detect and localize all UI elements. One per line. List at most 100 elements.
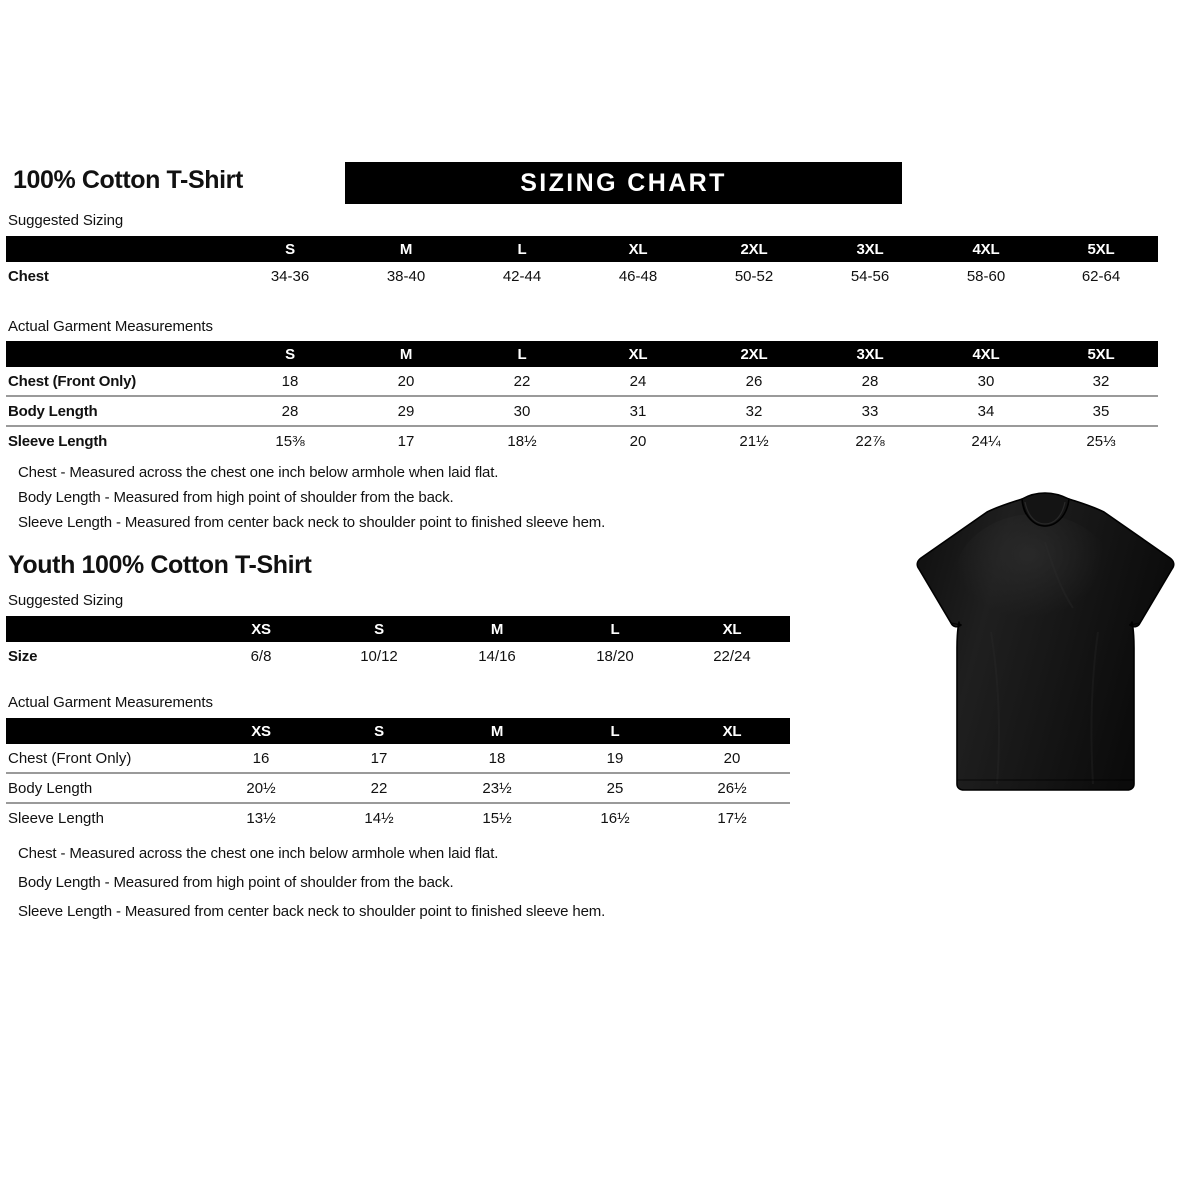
table-row: Chest (Front Only) 18 20 22 24 26 28 30 … bbox=[6, 367, 1158, 396]
cell-chestfront-3xl: 28 bbox=[861, 372, 879, 390]
col-head-m: M bbox=[490, 620, 504, 638]
adult-suggested-sizing-label: Suggested Sizing bbox=[8, 212, 124, 229]
cell-sleevelength-3xl: 22⅞ bbox=[812, 425, 928, 455]
adult-actual-measurements-label: Actual Garment Measurements bbox=[8, 318, 213, 335]
cell-bodylength-s: 22 bbox=[320, 772, 438, 803]
cell-size-xl: 22/24 bbox=[713, 647, 751, 665]
youth-suggested-sizing-label: Suggested Sizing bbox=[8, 592, 124, 609]
cell-sleevelength-s: 14½ bbox=[320, 802, 438, 832]
table-row: Body Length 28 29 30 31 32 33 34 35 bbox=[6, 395, 1158, 426]
sizing-chart-banner-label: SIZING CHART bbox=[520, 169, 727, 197]
cell-chestfront-2xl: 26 bbox=[745, 372, 763, 390]
cell-chestfront-xl: 24 bbox=[629, 372, 647, 390]
cell-chest-m: 38-40 bbox=[386, 267, 426, 285]
table-header-row: S M L XL 2XL 3XL 4XL 5XL bbox=[6, 341, 1158, 367]
col-head-l: L bbox=[517, 345, 527, 363]
col-head-m: M bbox=[399, 345, 413, 363]
youth-note-sleeve-length: Sleeve Length - Measured from center bac… bbox=[18, 903, 606, 920]
adult-note-chest: Chest - Measured across the chest one in… bbox=[18, 464, 499, 481]
sizing-chart-banner: SIZING CHART bbox=[345, 162, 902, 204]
youth-section-heading: Youth 100% Cotton T-Shirt bbox=[8, 551, 312, 579]
col-head-blank bbox=[6, 236, 232, 262]
table-row: Chest (Front Only) 16 17 18 19 20 bbox=[6, 744, 790, 773]
adult-note-sleeve-length: Sleeve Length - Measured from center bac… bbox=[18, 514, 606, 531]
col-head-s: S bbox=[285, 345, 295, 363]
col-head-3xl: 3XL bbox=[856, 345, 884, 363]
col-head-blank bbox=[6, 718, 202, 744]
tshirt-icon bbox=[916, 492, 1175, 791]
cell-bodylength-5xl: 35 bbox=[1044, 395, 1158, 426]
row-label-size: Size bbox=[8, 647, 38, 665]
cell-chest-3xl: 54-56 bbox=[850, 267, 890, 285]
col-head-xl: XL bbox=[628, 345, 648, 363]
col-head-4xl: 4XL bbox=[972, 345, 1000, 363]
table-header-row: XS S M L XL bbox=[6, 718, 790, 744]
col-head-2xl: 2XL bbox=[740, 345, 768, 363]
col-head-xs: XS bbox=[251, 620, 271, 638]
cell-chestfront-l: 22 bbox=[513, 372, 531, 390]
cell-chestfront-s: 18 bbox=[281, 372, 299, 390]
col-head-m: M bbox=[490, 722, 504, 740]
cell-sleevelength-xl: 17½ bbox=[674, 802, 790, 832]
col-head-4xl: 4XL bbox=[972, 240, 1000, 258]
cell-chestfront-m: 20 bbox=[397, 372, 415, 390]
product-image-tshirt bbox=[895, 472, 1195, 802]
cell-chest-l: 42-44 bbox=[502, 267, 542, 285]
table-row: Sleeve Length 15⅜ 17 18½ 20 21½ 22⅞ 24¼ … bbox=[6, 425, 1158, 455]
cell-chestfront-l: 19 bbox=[606, 749, 624, 767]
cell-bodylength-m: 29 bbox=[348, 395, 464, 426]
cell-chestfront-xs: 16 bbox=[252, 749, 270, 767]
row-label-body-length: Body Length bbox=[6, 395, 232, 426]
cell-bodylength-xs: 20½ bbox=[202, 772, 320, 803]
row-label-sleeve-length: Sleeve Length bbox=[6, 425, 232, 455]
row-label-chest-front-only: Chest (Front Only) bbox=[8, 372, 137, 390]
cell-chest-xl: 46-48 bbox=[618, 267, 658, 285]
table-row: Chest 34-36 38-40 42-44 46-48 50-52 54-5… bbox=[6, 262, 1158, 290]
youth-actual-measurements-label: Actual Garment Measurements bbox=[8, 694, 213, 711]
cell-bodylength-xl: 31 bbox=[580, 395, 696, 426]
cell-chestfront-s: 17 bbox=[370, 749, 388, 767]
col-head-2xl: 2XL bbox=[740, 240, 768, 258]
cell-sleevelength-l: 16½ bbox=[556, 802, 674, 832]
col-head-l: L bbox=[610, 620, 620, 638]
cell-bodylength-l: 25 bbox=[556, 772, 674, 803]
col-head-blank bbox=[6, 341, 232, 367]
cell-size-s: 10/12 bbox=[360, 647, 398, 665]
table-row: Sleeve Length 13½ 14½ 15½ 16½ 17½ bbox=[6, 802, 790, 832]
col-head-xl: XL bbox=[722, 722, 742, 740]
row-label-chest-front-only: Chest (Front Only) bbox=[8, 749, 132, 767]
youth-suggested-sizing-table: XS S M L XL Size 6/8 10/12 14/16 18/20 2… bbox=[6, 616, 790, 670]
cell-chestfront-m: 18 bbox=[488, 749, 506, 767]
cell-bodylength-l: 30 bbox=[464, 395, 580, 426]
cell-bodylength-2xl: 32 bbox=[696, 395, 812, 426]
cell-bodylength-s: 28 bbox=[232, 395, 348, 426]
col-head-s: S bbox=[285, 240, 295, 258]
col-head-s: S bbox=[374, 620, 384, 638]
row-label-chest: Chest bbox=[8, 267, 49, 285]
table-header-row: S M L XL 2XL 3XL 4XL 5XL bbox=[6, 236, 1158, 262]
table-header-row: XS S M L XL bbox=[6, 616, 790, 642]
page-title: 100% Cotton T-Shirt bbox=[13, 166, 243, 194]
table-row: Body Length 20½ 22 23½ 25 26½ bbox=[6, 772, 790, 803]
cell-chestfront-4xl: 30 bbox=[977, 372, 995, 390]
adult-suggested-sizing-table: S M L XL 2XL 3XL 4XL 5XL Chest 34-36 38-… bbox=[6, 236, 1158, 290]
cell-bodylength-4xl: 34 bbox=[928, 395, 1044, 426]
row-label-sleeve-length: Sleeve Length bbox=[6, 802, 202, 832]
col-head-xl: XL bbox=[628, 240, 648, 258]
table-row: Size 6/8 10/12 14/16 18/20 22/24 bbox=[6, 642, 790, 670]
col-head-xl: XL bbox=[722, 620, 742, 638]
youth-actual-measurements-table: XS S M L XL Chest (Front Only) 16 17 18 … bbox=[6, 718, 790, 832]
cell-bodylength-m: 23½ bbox=[438, 772, 556, 803]
document-header: 100% Cotton T-Shirt SIZING CHART bbox=[8, 162, 1188, 206]
col-head-xs: XS bbox=[251, 722, 271, 740]
cell-sleevelength-s: 15⅜ bbox=[232, 425, 348, 455]
col-head-s: S bbox=[374, 722, 384, 740]
cell-bodylength-xl: 26½ bbox=[674, 772, 790, 803]
col-head-5xl: 5XL bbox=[1087, 345, 1115, 363]
cell-size-m: 14/16 bbox=[478, 647, 516, 665]
cell-chest-4xl: 58-60 bbox=[966, 267, 1006, 285]
adult-actual-measurements-table: S M L XL 2XL 3XL 4XL 5XL Chest (Front On… bbox=[6, 341, 1158, 455]
cell-chestfront-xl: 20 bbox=[723, 749, 741, 767]
cell-sleevelength-xl: 20 bbox=[580, 425, 696, 455]
cell-sleevelength-m: 17 bbox=[348, 425, 464, 455]
